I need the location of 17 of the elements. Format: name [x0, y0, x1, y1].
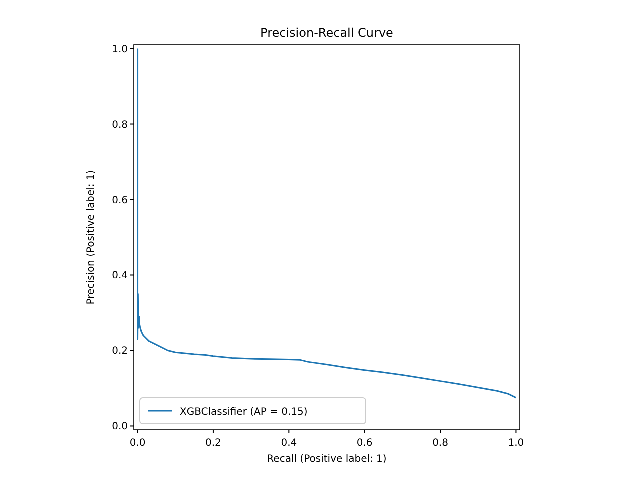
y-tick-label: 0.2	[112, 346, 128, 358]
y-tick-label: 1.0	[112, 44, 128, 56]
x-tick-label: 1.0	[508, 438, 524, 449]
chart-title: Precision-Recall Curve	[260, 26, 394, 40]
x-tick-label: 0.6	[356, 438, 373, 449]
y-axis-title: Precision (Positive label: 1)	[86, 170, 97, 305]
y-tick-label: 0.0	[112, 422, 128, 433]
y-tick-label: 0.6	[112, 195, 128, 206]
line-series	[137, 48, 517, 399]
x-tick-label: 0.2	[206, 438, 222, 449]
x-tick-label: 0.0	[130, 438, 146, 449]
y-tick-label: 0.4	[112, 270, 128, 282]
x-axis-title: Recall (Positive label: 1)	[267, 454, 387, 465]
x-tick-label: 0.4	[281, 438, 298, 449]
legend-label: XGBClassifier (AP = 0.15)	[180, 407, 308, 418]
y-tick-label: 0.8	[112, 120, 128, 131]
x-tick-label: 0.8	[432, 438, 448, 449]
